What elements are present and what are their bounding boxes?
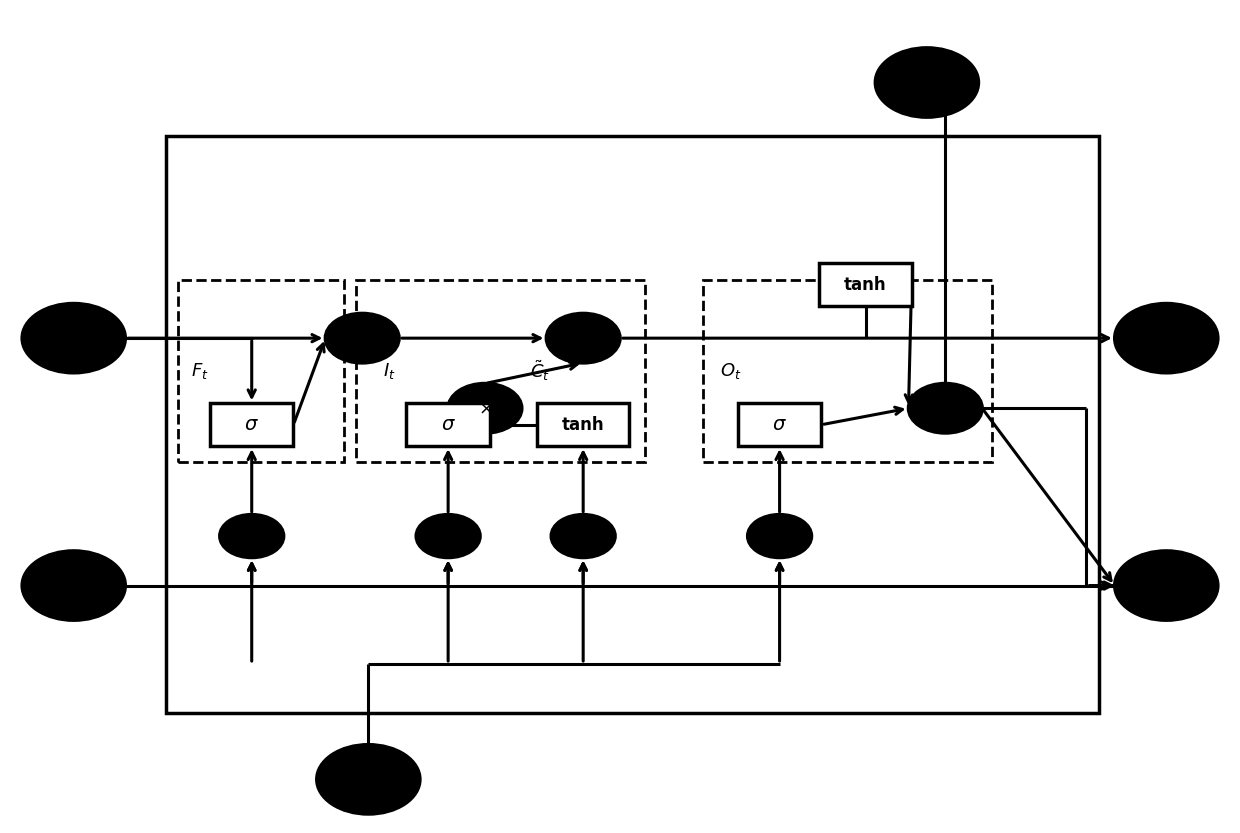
Bar [703,281,992,461]
Circle shape [448,383,522,433]
Text: $I_t$: $I_t$ [383,362,396,382]
Circle shape [219,515,284,557]
Text: $\sigma$: $\sigma$ [440,415,455,434]
Text: $+$: $+$ [773,529,786,544]
Text: $F_t$: $F_t$ [191,362,210,382]
Circle shape [22,303,125,373]
Text: $+$: $+$ [246,529,258,544]
Bar [738,403,821,446]
Text: $C_t$: $C_t$ [1156,327,1177,349]
Circle shape [1115,551,1218,621]
Text: $\tilde{C}_t$: $\tilde{C}_t$ [531,359,551,383]
Text: tanh: tanh [844,276,887,293]
Text: $\times$: $\times$ [937,399,952,417]
Circle shape [316,745,420,814]
Circle shape [22,551,125,621]
Text: $O_t$: $O_t$ [719,362,742,382]
Circle shape [875,47,978,117]
Text: $X_t$: $X_t$ [357,769,379,790]
Text: $h_t$: $h_t$ [916,72,937,93]
Circle shape [417,515,480,557]
Bar [407,403,490,446]
Text: $\sigma$: $\sigma$ [244,415,259,434]
Circle shape [1115,303,1218,373]
Circle shape [325,313,399,363]
Bar [356,281,645,461]
Circle shape [748,515,811,557]
Text: $h_{t-1}$: $h_{t-1}$ [55,575,93,596]
Circle shape [552,515,615,557]
Bar [210,403,294,446]
Text: $+$: $+$ [441,529,455,544]
Text: tanh: tanh [562,416,604,434]
Bar [179,281,343,461]
Text: $+$: $+$ [575,329,591,347]
Text: $h_t$: $h_t$ [1156,575,1177,596]
Bar [820,263,911,306]
Text: $C_{t-1}$: $C_{t-1}$ [53,328,94,348]
Text: $+$: $+$ [577,529,590,544]
Text: $\times$: $\times$ [355,329,370,347]
Text: $\times$: $\times$ [477,399,492,417]
Text: $\sigma$: $\sigma$ [773,415,787,434]
Circle shape [909,383,982,433]
Bar [537,403,629,446]
Bar [166,136,1099,713]
Circle shape [547,313,620,363]
